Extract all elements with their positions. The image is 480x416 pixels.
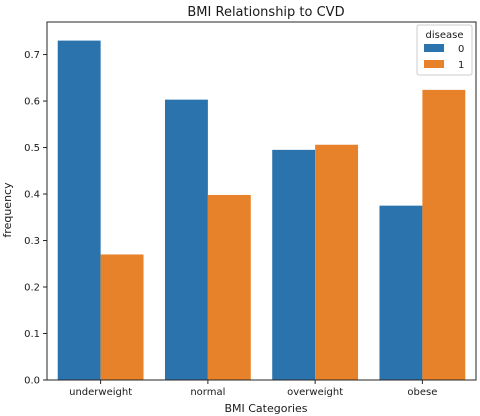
bar-underweight-disease-0 [57,40,101,380]
legend-label-disease-1: 1 [458,60,464,71]
bar-underweight-disease-1 [100,254,144,380]
legend-items: 01 [424,44,464,71]
y-tick-label: 0.4 [24,190,40,201]
x-axis-ticks: underweight normal overweight obese [69,380,437,398]
y-axis-ticks: 0.0 0.1 0.2 0.3 0.4 0.5 0.6 0.7 [24,50,47,387]
bars-group [57,40,466,380]
plot-frame [46,21,477,381]
legend: disease 01 [416,24,473,76]
x-tick-label-underweight: underweight [69,387,132,398]
bar-obese-disease-1 [422,89,466,380]
plot-area: underweight normal overweight obese 0.00.10… [24,21,477,398]
bar-overweight-disease-1 [315,144,359,380]
y-tick-label: 0.6 [24,97,40,108]
x-axis-label: BMI Categories [224,402,307,415]
x-tick-label-normal: normal [190,387,225,398]
legend-swatch-disease-1 [424,60,444,68]
y-tick-label: 0.1 [24,329,40,340]
y-tick-label: 0.2 [24,283,40,294]
bar-obese-disease-0 [379,205,423,380]
y-tick-label: 0.7 [24,50,40,61]
y-tick-label: 0.3 [24,236,40,247]
y-tick-label: 0.5 [24,143,40,154]
legend-title: disease [426,30,464,41]
y-axis-label: frequency [1,182,14,238]
chart-title: BMI Relationship to CVD [187,5,344,20]
y-tick-label: 0.0 [24,376,40,387]
legend-swatch-disease-0 [424,44,444,52]
legend-label-disease-0: 0 [458,44,464,55]
x-tick-label-overweight: overweight [287,387,343,398]
x-tick-label-obese: obese [407,387,437,398]
bar-normal-disease-0 [164,99,208,380]
bar-normal-disease-1 [207,194,251,380]
bar-overweight-disease-0 [272,149,316,380]
